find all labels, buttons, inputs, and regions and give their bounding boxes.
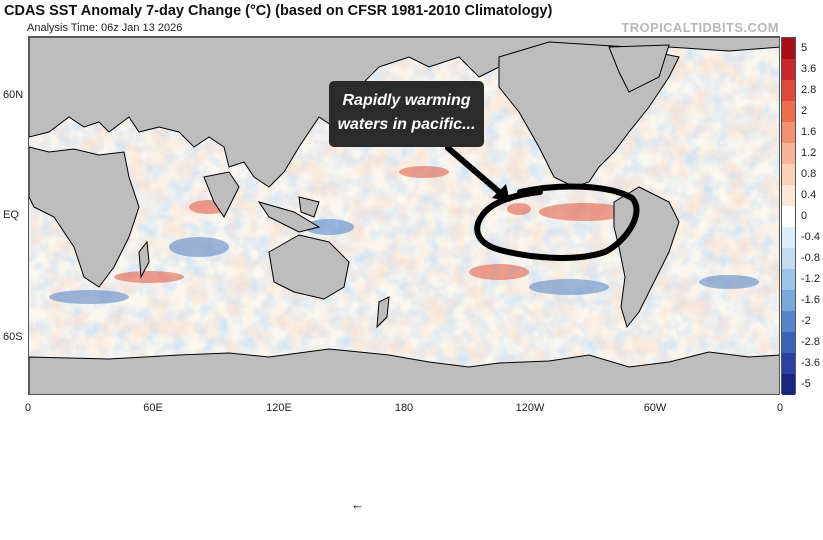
lon-label-180: 180 bbox=[394, 402, 414, 414]
watermark: TROPICALTIDBITS.COM bbox=[621, 20, 779, 35]
colorbar-swatch bbox=[782, 38, 795, 59]
annotation-line-2: waters in pacific... bbox=[337, 116, 476, 133]
colorbar-swatch bbox=[782, 227, 795, 248]
colorbar-tick-label: 0.4 bbox=[801, 188, 817, 201]
colorbar-tick-label: -0.4 bbox=[801, 230, 820, 243]
colorbar-tick-label: 0.8 bbox=[801, 167, 817, 180]
colorbar-swatch bbox=[782, 59, 795, 80]
colorbar-tick-label: -5 bbox=[801, 377, 811, 390]
colorbar-tick-label: -0.8 bbox=[801, 251, 820, 264]
lon-label-120w: 120W bbox=[515, 402, 545, 414]
colorbar-swatch bbox=[782, 353, 795, 374]
colorbar-swatch bbox=[782, 101, 795, 122]
colorbar-swatch bbox=[782, 164, 795, 185]
lon-label-0: 0 bbox=[24, 402, 32, 414]
lat-label-60n: 60N bbox=[3, 89, 24, 101]
colorbar-tick-label: 3.6 bbox=[801, 62, 817, 75]
analysis-time: Analysis Time: 06z Jan 13 2026 bbox=[27, 22, 183, 34]
colorbar-tick-label: -3.6 bbox=[801, 356, 820, 369]
colorbar-tick-label: -2 bbox=[801, 314, 811, 327]
colorbar-tick-label: 5 bbox=[801, 41, 808, 54]
colorbar-tick-label: -1.2 bbox=[801, 272, 820, 285]
colorbar-tick-label: 2 bbox=[801, 104, 808, 117]
colorbar-tick-label: -2.8 bbox=[801, 335, 820, 348]
colorbar-swatch bbox=[782, 143, 795, 164]
colorbar-tick-label: 0 bbox=[801, 209, 808, 222]
chart-title: CDAS SST Anomaly 7-day Change (°C) (base… bbox=[4, 3, 553, 19]
colorbar-swatch bbox=[782, 290, 795, 311]
left-arrow-icon: ← bbox=[351, 497, 364, 512]
lon-label-60e: 60E bbox=[143, 402, 163, 414]
colorbar-tick-label: -1.6 bbox=[801, 293, 820, 306]
lon-label-0-east: 0 bbox=[776, 402, 784, 414]
colorbar-tick-label: 2.8 bbox=[801, 83, 817, 96]
annotation-circle bbox=[474, 183, 640, 261]
colorbar-swatch bbox=[782, 80, 795, 101]
colorbar-swatch bbox=[782, 374, 795, 395]
colorbar-swatch bbox=[782, 332, 795, 353]
colorbar-swatch bbox=[782, 311, 795, 332]
colorbar-swatch bbox=[782, 269, 795, 290]
annotation-line-1: Rapidly warming bbox=[342, 92, 471, 109]
land-masses bbox=[29, 37, 779, 394]
annotation-arrow bbox=[445, 145, 508, 200]
lat-label-eq: EQ bbox=[3, 209, 19, 221]
colorbar-tick-label: 1.2 bbox=[801, 146, 817, 159]
lon-label-120e: 120E bbox=[266, 402, 292, 414]
lon-label-60w: 60W bbox=[643, 402, 667, 414]
colorbar bbox=[781, 37, 796, 395]
colorbar-swatch bbox=[782, 248, 795, 269]
lat-label-60s: 60S bbox=[3, 331, 23, 343]
annotation-callout: Rapidly warming waters in pacific... bbox=[329, 81, 484, 147]
colorbar-swatch bbox=[782, 122, 795, 143]
colorbar-swatch bbox=[782, 206, 795, 227]
colorbar-swatch bbox=[782, 185, 795, 206]
colorbar-tick-label: 1.6 bbox=[801, 125, 817, 138]
cool-anomaly-patches bbox=[49, 219, 759, 304]
